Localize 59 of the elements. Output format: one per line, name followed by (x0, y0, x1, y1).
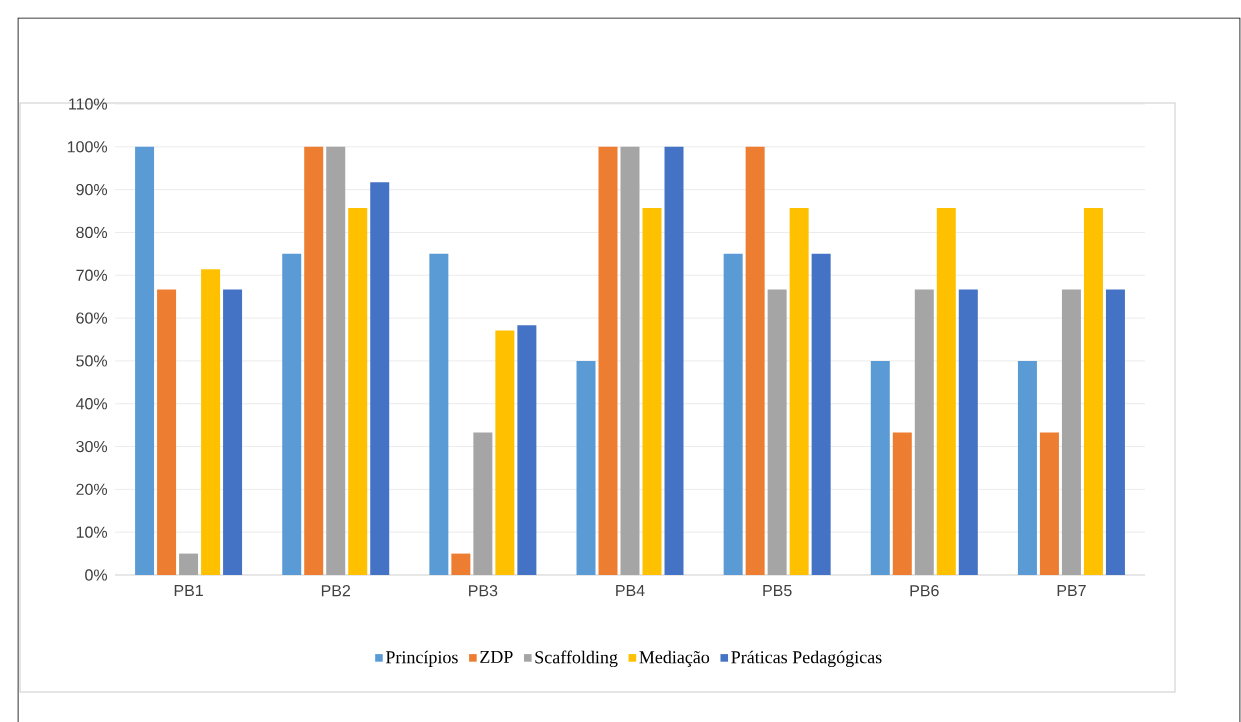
y-tick-label: 60% (76, 312, 108, 324)
bar (135, 146, 155, 575)
bar (304, 146, 324, 575)
bar (1061, 289, 1081, 575)
bar (958, 289, 978, 575)
bar (870, 360, 890, 575)
bar (642, 208, 662, 575)
y-tick-label: 10% (76, 526, 108, 538)
x-tick-label: PB2 (321, 585, 351, 597)
legend-label: Princípios (385, 650, 458, 667)
bar (936, 208, 956, 575)
y-tick-label: 0% (85, 569, 108, 581)
legend-label: Scaffolding (535, 650, 618, 668)
bar (201, 269, 221, 575)
bar (517, 325, 537, 575)
x-tick-label: PB3 (469, 585, 498, 597)
bar (1083, 208, 1103, 575)
y-tick-label: 50% (76, 355, 108, 367)
bar (282, 253, 302, 575)
y-tick-label: 90% (76, 183, 108, 196)
bar (598, 146, 618, 575)
bar (326, 146, 346, 575)
legend-label: ZDP (480, 650, 513, 663)
bar (1105, 289, 1125, 575)
legend-label: Mediação (639, 650, 710, 667)
bar (789, 208, 809, 575)
bar (767, 289, 787, 575)
bar (1039, 432, 1059, 575)
bar (370, 182, 390, 575)
y-tick-label: 70% (76, 269, 108, 281)
y-tick-label: 20% (76, 483, 108, 496)
y-tick-label: 40% (75, 398, 108, 410)
bar (620, 146, 640, 575)
bar (348, 208, 368, 575)
bar (451, 553, 471, 575)
x-tick-label: PB1 (174, 585, 203, 597)
x-tick-label: PB5 (763, 585, 792, 597)
bar (1017, 360, 1037, 575)
x-tick-label: PB7 (1057, 585, 1086, 597)
bar (157, 289, 177, 575)
bar (811, 253, 831, 575)
bar (473, 432, 493, 575)
bar (723, 253, 743, 575)
bar (664, 146, 684, 575)
bar (179, 553, 199, 575)
bar (576, 360, 596, 575)
bar (914, 289, 934, 575)
legend-label: Práticas Pedagógicas (731, 650, 882, 668)
y-tick-label: 80% (76, 226, 108, 239)
bar (892, 432, 912, 575)
y-tick-label: 110% (69, 98, 108, 110)
y-tick-label: 30% (76, 440, 108, 453)
x-tick-label: PB4 (616, 585, 645, 597)
bar (429, 253, 449, 575)
x-tick-label: PB6 (910, 585, 939, 597)
bar (495, 330, 515, 575)
bar (223, 289, 243, 575)
y-tick-label: 100% (67, 141, 108, 153)
bar (745, 146, 765, 575)
